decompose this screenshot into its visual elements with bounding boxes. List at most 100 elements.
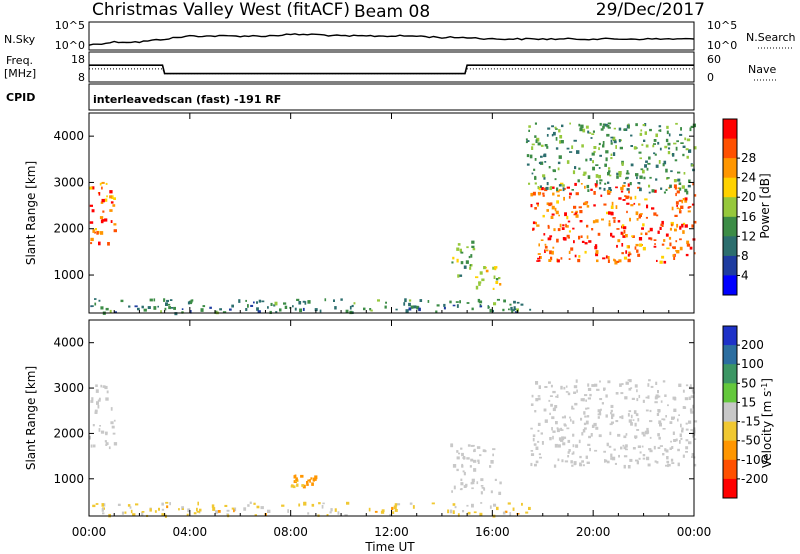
power-cell bbox=[578, 206, 582, 209]
velocity-cell bbox=[473, 468, 477, 472]
power-cell bbox=[636, 249, 639, 253]
velocity-cell bbox=[556, 394, 559, 398]
power-cell bbox=[635, 211, 639, 216]
power-cell bbox=[531, 146, 534, 150]
power-cell bbox=[157, 305, 159, 308]
velocity-cell bbox=[211, 504, 215, 508]
velocity-cell bbox=[512, 507, 515, 511]
power-cell bbox=[340, 298, 343, 301]
power-cell bbox=[493, 302, 497, 306]
power-cell bbox=[684, 199, 688, 203]
power-cell bbox=[607, 181, 610, 184]
velocity-cell bbox=[132, 513, 136, 517]
power-cell bbox=[546, 134, 549, 137]
power-cell bbox=[644, 164, 647, 168]
colorbar-tick-label: 200 bbox=[741, 338, 764, 352]
velocity-cell bbox=[692, 404, 695, 409]
power-cell bbox=[648, 237, 652, 240]
power-cell bbox=[621, 224, 625, 228]
power-cell bbox=[607, 126, 611, 129]
power-cell bbox=[256, 301, 258, 304]
power-cell bbox=[403, 302, 406, 306]
velocity-cell bbox=[585, 399, 587, 402]
velocity-cell bbox=[135, 503, 139, 506]
power-cell bbox=[261, 300, 265, 303]
power-cell bbox=[395, 308, 398, 311]
power-cell bbox=[582, 128, 586, 133]
velocity-cell bbox=[691, 456, 694, 458]
velocity-cell bbox=[610, 409, 613, 413]
power-cell bbox=[610, 205, 614, 209]
velocity-cell bbox=[607, 380, 611, 384]
power-cell bbox=[596, 259, 599, 263]
power-cell bbox=[640, 213, 643, 215]
freq-tick-bottom: 8 bbox=[78, 71, 85, 84]
power-cell bbox=[625, 177, 628, 180]
velocity-cell bbox=[632, 419, 635, 421]
power-cell bbox=[443, 303, 446, 307]
power-cell bbox=[602, 123, 606, 126]
power-cell bbox=[657, 230, 660, 234]
velocity-cell bbox=[534, 410, 537, 413]
power-cell bbox=[595, 250, 599, 254]
power-cell bbox=[680, 127, 682, 131]
power-cell bbox=[543, 153, 547, 157]
power-cell bbox=[231, 304, 234, 308]
nave-tick-top: 60 bbox=[707, 53, 721, 66]
velocity-cell bbox=[563, 386, 566, 390]
power-cell bbox=[642, 246, 646, 251]
velocity-cell bbox=[90, 400, 94, 403]
velocity-cell bbox=[610, 421, 614, 424]
power-cell bbox=[646, 204, 649, 209]
velocity-cell bbox=[569, 416, 571, 419]
velocity-cell bbox=[693, 420, 698, 423]
power-cell bbox=[534, 122, 537, 125]
velocity-cell bbox=[690, 411, 694, 414]
power-cell bbox=[98, 299, 101, 302]
velocity-cell bbox=[688, 396, 691, 400]
velocity-cell bbox=[597, 416, 600, 419]
power-cell bbox=[638, 203, 641, 206]
velocity-cell bbox=[641, 431, 645, 435]
cpid-label: CPID bbox=[6, 91, 35, 104]
power-cell bbox=[536, 224, 540, 227]
velocity-cell bbox=[307, 512, 310, 515]
power-panel: 1000 2000 3000 4000 Slant Range [km] 4 8 12 16… bbox=[24, 112, 772, 316]
velocity-cell bbox=[476, 446, 481, 449]
velocity-cell bbox=[95, 384, 98, 387]
power-cell bbox=[609, 174, 612, 177]
power-cell bbox=[542, 174, 546, 178]
power-cell bbox=[561, 227, 565, 230]
power-cell bbox=[639, 187, 642, 192]
power-cell bbox=[599, 122, 602, 126]
velocity-cell bbox=[471, 503, 474, 508]
power-cell bbox=[170, 307, 174, 309]
velocity-cell bbox=[555, 395, 558, 398]
velocity-cell bbox=[581, 432, 584, 436]
power-cell bbox=[622, 199, 626, 201]
power-cell bbox=[101, 186, 103, 190]
power-cell bbox=[635, 173, 639, 177]
velocity-cell bbox=[96, 401, 99, 405]
power-cell bbox=[472, 248, 476, 251]
velocity-cell bbox=[658, 436, 661, 440]
velocity-cell bbox=[504, 510, 508, 513]
power-cell bbox=[456, 304, 459, 308]
velocity-cell bbox=[636, 429, 640, 431]
velocity-cell bbox=[531, 394, 534, 398]
colorbar-segment bbox=[723, 197, 737, 218]
velocity-cell bbox=[644, 430, 649, 435]
power-cell bbox=[508, 308, 510, 311]
colorbar-tick-label: 12 bbox=[741, 229, 756, 243]
power-cell bbox=[626, 170, 629, 174]
velocity-colorbar-label: Velocity [m s-1] bbox=[760, 378, 775, 468]
velocity-cell bbox=[654, 401, 658, 404]
power-cell bbox=[544, 144, 548, 147]
power-cell bbox=[681, 185, 685, 189]
velocity-cell bbox=[604, 459, 606, 463]
power-cell bbox=[610, 142, 613, 145]
velocity-cell bbox=[627, 413, 630, 417]
velocity-cell bbox=[600, 408, 602, 411]
velocity-cell bbox=[598, 434, 602, 438]
power-cell bbox=[528, 129, 530, 132]
